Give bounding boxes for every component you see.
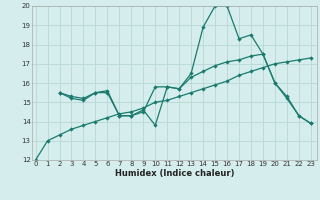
X-axis label: Humidex (Indice chaleur): Humidex (Indice chaleur): [115, 169, 234, 178]
